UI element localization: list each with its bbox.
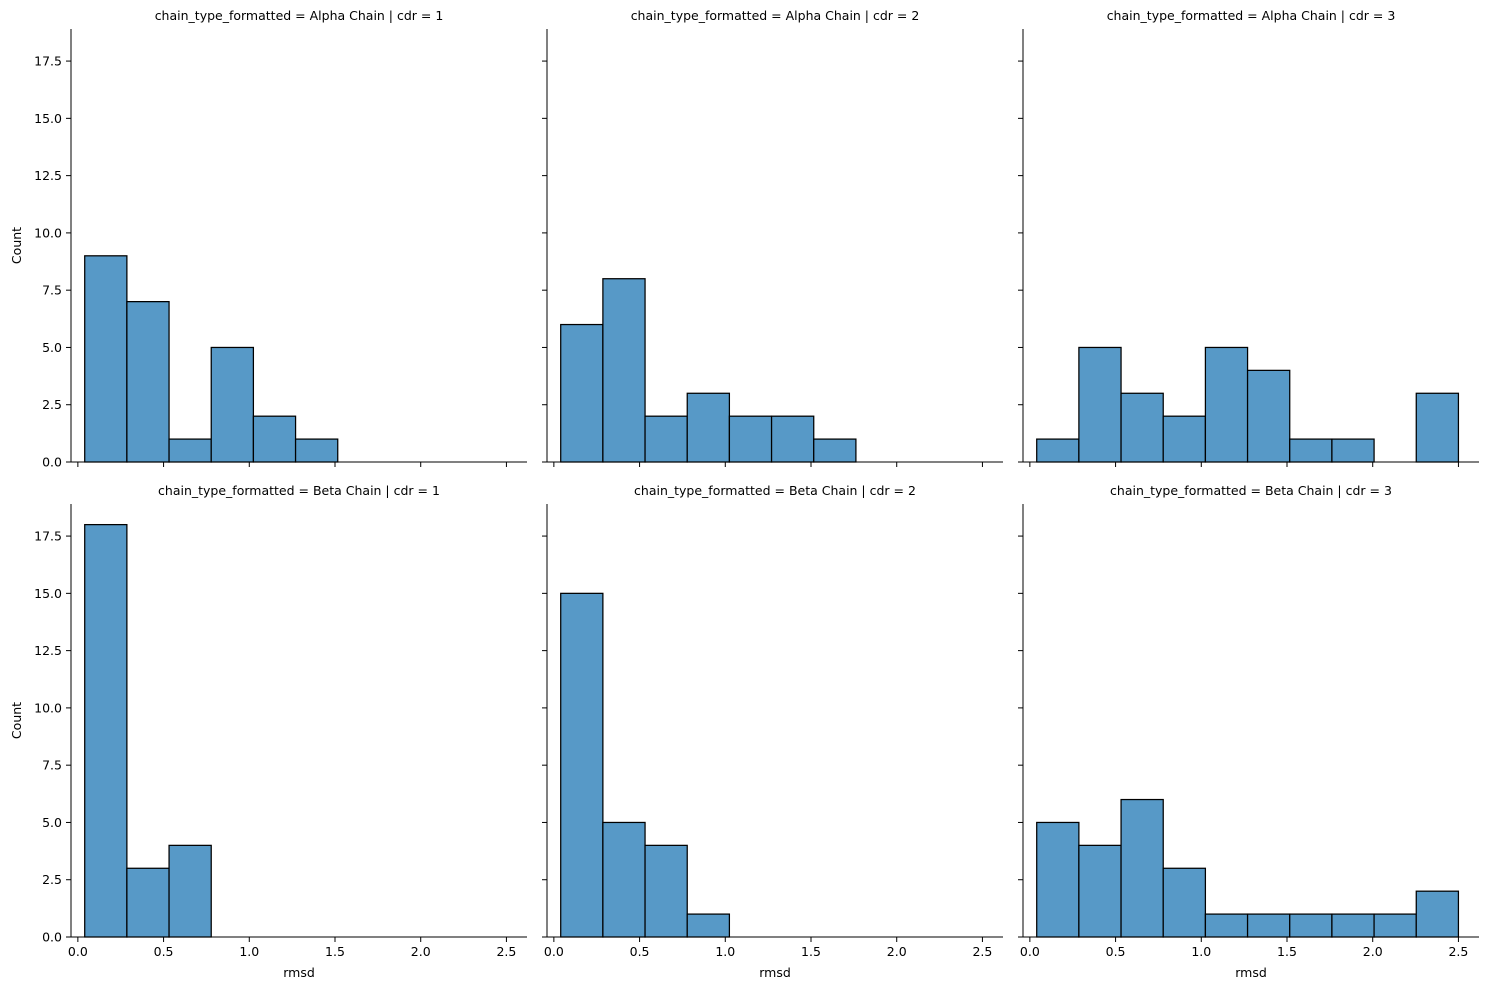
panel-title: chain_type_formatted = Beta Chain | cdr …: [1110, 483, 1392, 498]
histogram-bar: [1120, 798, 1164, 938]
y-tick-label: 5.0: [42, 815, 62, 830]
histogram-bar: [294, 438, 339, 463]
y-axis-label: Count: [9, 227, 24, 264]
x-tick-label: 0.5: [630, 944, 650, 959]
y-tick-label: 7.5: [42, 283, 62, 298]
histogram-bar: [126, 867, 170, 938]
panel-title: chain_type_formatted = Alpha Chain | cdr…: [631, 8, 920, 23]
histogram-bar: [1204, 913, 1249, 938]
x-tick-label: 1.5: [1277, 944, 1297, 959]
histogram-bar: [644, 844, 688, 938]
histogram-bar: [84, 255, 128, 463]
y-tick-label: 2.5: [42, 397, 62, 412]
x-axis-label: rmsd: [283, 965, 315, 980]
histogram-bar: [1246, 913, 1291, 938]
x-tick-label: 0.5: [1106, 944, 1126, 959]
x-tick-label: 1.5: [801, 944, 821, 959]
x-axis-label: rmsd: [1235, 965, 1267, 980]
x-tick-label: 1.0: [239, 944, 259, 959]
y-tick-label: 2.5: [42, 872, 62, 887]
histogram-bar: [1162, 867, 1207, 938]
y-tick-label: 0.0: [42, 455, 62, 470]
histogram-bar: [1289, 913, 1333, 938]
y-tick-label: 17.5: [34, 54, 62, 69]
x-axis-label: rmsd: [759, 965, 791, 980]
x-tick-label: 0.0: [68, 944, 88, 959]
histogram-bar: [84, 523, 128, 938]
facet-panel: chain_type_formatted = Alpha Chain | cdr…: [542, 8, 1003, 467]
y-tick-label: 5.0: [42, 340, 62, 355]
histogram-bar: [1415, 392, 1460, 463]
histogram-bar: [686, 392, 731, 463]
facet-panel: chain_type_formatted = Beta Chain | cdr …: [1018, 483, 1479, 980]
histogram-bar: [1331, 438, 1375, 463]
histogram-bar: [1415, 890, 1460, 938]
facet-panel: chain_type_formatted = Beta Chain | cdr …: [542, 483, 1003, 980]
facet-panel: chain_type_formatted = Beta Chain | cdr …: [9, 483, 527, 980]
panel-title: chain_type_formatted = Alpha Chain | cdr…: [155, 8, 444, 23]
x-tick-label: 2.0: [1363, 944, 1383, 959]
histogram-bar: [1078, 844, 1122, 938]
histogram-bar: [168, 844, 212, 938]
facet-panel: chain_type_formatted = Alpha Chain | cdr…: [9, 8, 527, 470]
histogram-bar: [728, 415, 773, 463]
histogram-bar: [602, 821, 646, 938]
panel-title: chain_type_formatted = Beta Chain | cdr …: [634, 483, 916, 498]
histogram-bar: [168, 438, 212, 463]
histogram-bar: [602, 278, 646, 463]
histogram-bar: [1373, 913, 1417, 938]
histogram-bar: [1331, 913, 1375, 938]
histogram-bar: [560, 592, 604, 938]
panel-title: chain_type_formatted = Alpha Chain | cdr…: [1107, 8, 1396, 23]
histogram-bar: [1162, 415, 1207, 463]
y-tick-label: 12.5: [34, 168, 62, 183]
x-tick-label: 2.5: [1448, 944, 1468, 959]
histogram-bar: [1036, 438, 1080, 463]
facet-panel: chain_type_formatted = Alpha Chain | cdr…: [1018, 8, 1479, 467]
histogram-bar: [1078, 346, 1122, 463]
histogram-bar: [1036, 821, 1080, 938]
histogram-bar: [252, 415, 297, 463]
histogram-bar: [1289, 438, 1333, 463]
x-tick-label: 1.5: [325, 944, 345, 959]
y-tick-label: 10.0: [34, 700, 62, 715]
y-tick-label: 0.0: [42, 930, 62, 945]
y-tick-label: 12.5: [34, 643, 62, 658]
x-tick-label: 1.0: [715, 944, 735, 959]
panel-title: chain_type_formatted = Beta Chain | cdr …: [158, 483, 440, 498]
y-tick-label: 17.5: [34, 529, 62, 544]
histogram-bar: [1246, 369, 1291, 463]
histogram-bar: [686, 913, 731, 938]
histogram-bar: [1204, 346, 1249, 463]
y-tick-label: 7.5: [42, 758, 62, 773]
histogram-bar: [770, 415, 815, 463]
x-tick-label: 0.0: [1020, 944, 1040, 959]
histogram-bar: [560, 323, 604, 463]
histogram-bar: [644, 415, 688, 463]
x-tick-label: 2.0: [887, 944, 907, 959]
x-tick-label: 2.5: [972, 944, 992, 959]
y-tick-label: 10.0: [34, 225, 62, 240]
y-axis-label: Count: [9, 702, 24, 739]
histogram-bar: [813, 438, 857, 463]
x-tick-label: 0.5: [154, 944, 174, 959]
y-tick-label: 15.0: [34, 586, 62, 601]
x-tick-label: 1.0: [1191, 944, 1211, 959]
x-tick-label: 2.5: [496, 944, 516, 959]
x-tick-label: 2.0: [411, 944, 431, 959]
x-tick-label: 0.0: [544, 944, 564, 959]
histogram-bar: [1120, 392, 1164, 463]
histogram-bar: [126, 301, 170, 463]
histogram-bar: [210, 346, 255, 463]
y-tick-label: 15.0: [34, 111, 62, 126]
